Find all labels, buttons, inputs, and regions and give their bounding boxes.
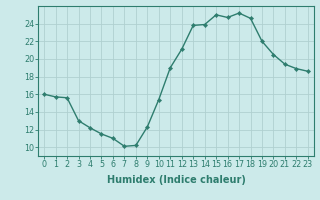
X-axis label: Humidex (Indice chaleur): Humidex (Indice chaleur) bbox=[107, 175, 245, 185]
